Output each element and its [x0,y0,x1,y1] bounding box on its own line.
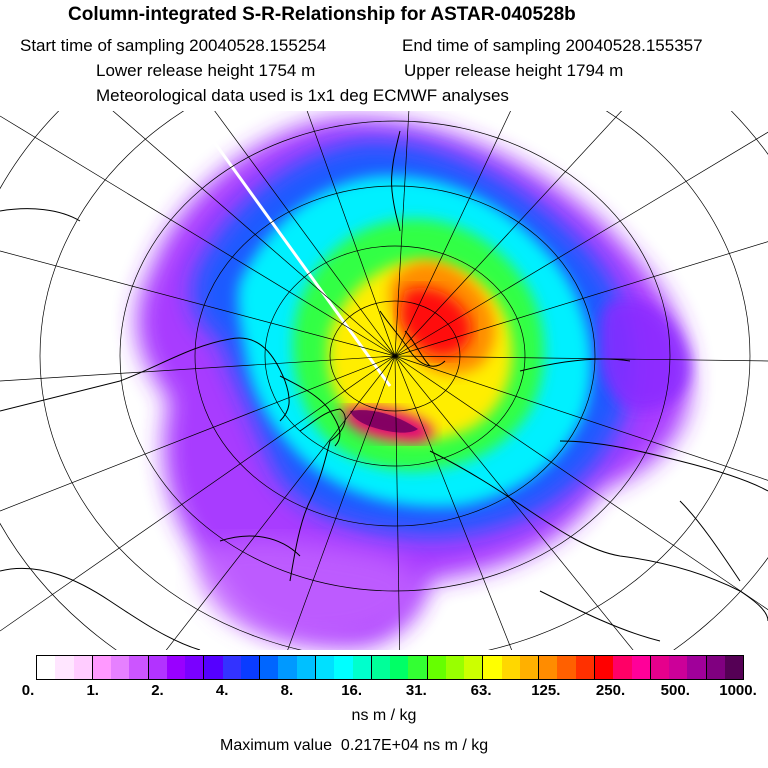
colorbar-swatch [296,656,316,679]
colorbar-swatch [352,656,372,679]
colorbar-swatch [315,656,335,679]
colorbar-tick-label: 16. [341,682,363,699]
colorbar-swatch [519,656,540,679]
colorbar-swatch [669,656,688,679]
colorbar-swatch [92,656,112,679]
colorbar-tick-label: 125. [531,682,561,699]
colorbar-swatch [483,656,502,679]
colorbar-tick-label: 31. [405,682,427,699]
colorbar-tick-label: 1. [86,682,99,699]
colorbar-swatch [371,656,391,679]
colorbar-swatch [464,656,484,679]
met-data-note: Meteorological data used is 1x1 deg ECMW… [96,86,509,105]
field-layer-purple-core [350,410,418,433]
colorbar [36,655,744,680]
colorbar-swatch [222,656,241,679]
flight-track-line [210,138,392,387]
colorbar-swatch [594,656,614,679]
field-layer-red [400,287,472,356]
colorbar-swatch [166,656,186,679]
colorbar-swatch [445,656,465,679]
colorbar-swatch [427,656,446,679]
colorbar-tick-label: 500. [660,682,690,699]
max-value-line: Maximum value 0.217E+04 ns m / kg [220,737,488,755]
colorbar-swatch [650,656,670,679]
colorbar-swatch [501,656,520,679]
field-eastern-lobe [599,299,691,411]
colorbar-tick-label: 250. [595,682,626,699]
colorbar-swatch [37,656,56,679]
colorbar-swatch [706,656,725,679]
colorbar-swatch [687,656,707,679]
colorbar-tick-label: 4. [215,682,229,699]
colorbar-units: ns m / kg [351,707,417,724]
colorbar-swatch [73,656,93,679]
sr-field [136,117,691,647]
colorbar-swatch [408,656,428,679]
field-southern-arc [198,539,420,641]
colorbar-tick-label: 0. [21,682,35,699]
upper-release-height: Upper release height 1794 m [404,61,624,80]
colorbar-swatch [334,656,353,679]
colorbar-swatch [390,656,409,679]
colorbar-swatch [557,656,576,679]
colorbar-swatch [575,656,595,679]
colorbar-swatch [111,656,130,679]
plot-title: Column-integrated S-R-Relationship for A… [68,4,576,25]
colorbar-swatch [631,656,651,679]
colorbar-tick-label: 2. [151,682,164,699]
polar-map [0,111,768,650]
colorbar-tick-label: 1000. [719,682,757,699]
colorbar-swatch [129,656,149,679]
colorbar-swatch [613,656,632,679]
colorbar-swatch [55,656,74,679]
coastlines [0,130,768,650]
max-value-label: Maximum value [220,737,333,754]
colorbar-swatch [260,656,279,679]
parallels [0,111,768,650]
colorbar-swatch [724,656,744,679]
start-time: Start time of sampling 20040528.155254 [20,36,327,55]
colorbar-tick-label: 63. [470,682,492,699]
colorbar-swatch [148,656,167,679]
end-time: End time of sampling 20040528.155357 [402,36,703,55]
colorbar-tick-label: 8. [280,682,294,699]
colorbar-swatch [278,656,297,679]
lower-release-height: Lower release height 1754 m [96,61,316,80]
colorbar-swatch [240,656,261,679]
colorbar-swatch [204,656,223,679]
colorbar-swatch [185,656,205,679]
colorbar-swatch [539,656,558,679]
max-value: 0.217E+04 ns m / kg [340,737,489,754]
meridians [0,111,768,650]
